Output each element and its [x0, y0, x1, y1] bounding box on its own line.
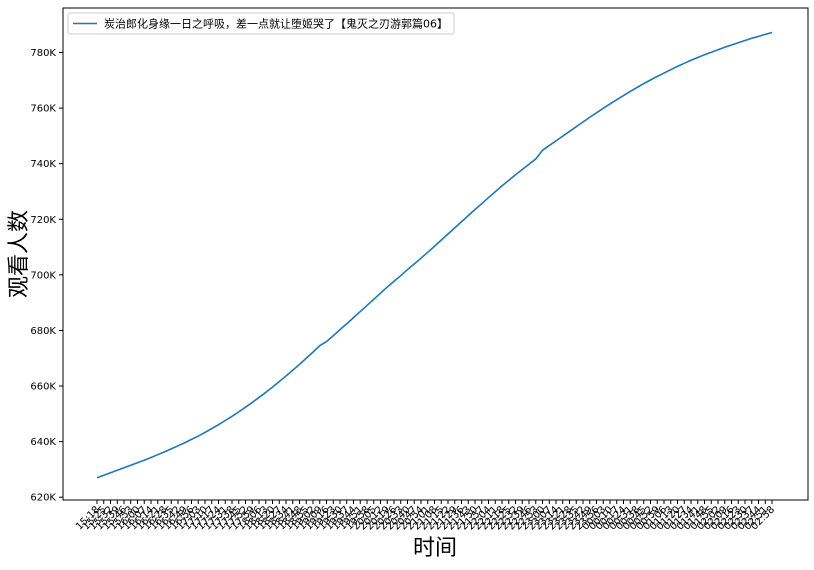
y-tick-label: 700K: [30, 270, 56, 281]
y-tick-label: 620K: [30, 493, 56, 504]
legend-box: [67, 12, 455, 35]
y-tick-label: 740K: [30, 159, 56, 170]
y-tick-label: 780K: [30, 48, 56, 59]
y-axis: 620K 640K 660K 680K 700K 720K 740K 760K 780K: [30, 48, 63, 504]
y-tick-label: 760K: [30, 104, 56, 115]
plot-area: [62, 7, 809, 501]
y-tick-label: 640K: [30, 437, 56, 448]
x-axis: 15:1815:2515:3215:3915:4615:5316:0016:07…: [74, 500, 777, 533]
series-line-0: [96, 31, 773, 479]
legend: 炭治郎化身缘一日之呼吸，差一点就让堕姬哭了【鬼灭之刃游郭篇06】: [67, 12, 455, 35]
legend-label: 炭治郎化身缘一日之呼吸，差一点就让堕姬哭了【鬼灭之刃游郭篇06】: [104, 17, 448, 31]
y-tick-label: 660K: [30, 382, 56, 393]
x-axis-label: 时间: [413, 536, 457, 561]
series-layer: [96, 31, 773, 479]
y-tick-label: 680K: [30, 326, 56, 337]
y-tick-label: 720K: [30, 215, 56, 226]
y-axis-label: 观看人数: [7, 210, 32, 298]
